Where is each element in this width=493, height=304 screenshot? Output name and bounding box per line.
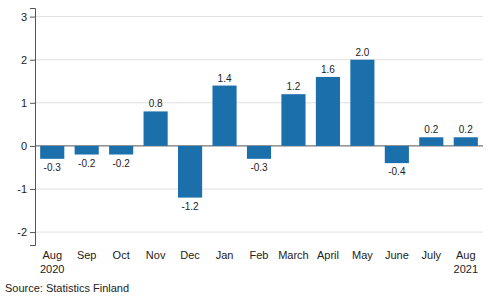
y-tick-label: 0 xyxy=(21,140,27,152)
grid xyxy=(35,17,483,232)
source: Source: Statistics Finland xyxy=(5,282,129,294)
y-tick: 0 xyxy=(21,140,35,152)
x-tick-label-line: Jan xyxy=(216,249,234,261)
data-label: 0.2 xyxy=(459,124,473,135)
x-tick-label-line: March xyxy=(278,249,309,261)
bar xyxy=(109,146,133,155)
bar xyxy=(144,111,168,145)
x-tick-label-line: Aug xyxy=(42,249,62,261)
x-tick: May xyxy=(352,249,373,261)
data-label: -0.3 xyxy=(250,162,268,173)
data-label: -0.3 xyxy=(44,162,62,173)
x-tick-label-line: June xyxy=(385,249,409,261)
x-tick-label-line: Oct xyxy=(113,249,130,261)
grid-line xyxy=(35,188,483,189)
x-tick-label-line: Aug xyxy=(456,249,476,261)
x-tick-label: April xyxy=(317,249,339,261)
data-label: 1.4 xyxy=(218,73,232,84)
y-tick-label: 2 xyxy=(21,54,27,66)
y-tick-mark xyxy=(30,146,35,147)
x-tick-label-line: July xyxy=(422,249,442,261)
bar xyxy=(281,94,305,146)
x-tick-label-line: April xyxy=(317,249,339,261)
x-tick: Dec xyxy=(180,249,200,261)
y-tick-mark xyxy=(30,17,35,18)
x-tick-label: Oct xyxy=(113,249,130,261)
bar xyxy=(178,146,202,198)
y-tick: 3 xyxy=(21,11,35,23)
y-tick-mark xyxy=(30,232,35,233)
x-tick-label-line: Feb xyxy=(250,249,269,261)
grid-line xyxy=(35,102,483,103)
x-axis: Aug 2020 Sep Oct Nov Dec Jan Feb March April May Ju… xyxy=(40,249,478,275)
bar xyxy=(454,137,478,146)
bar xyxy=(247,146,271,159)
x-tick-label-line: May xyxy=(352,249,373,261)
x-tick: Jan xyxy=(216,249,234,261)
x-tick-label: Aug 2020 xyxy=(40,249,64,275)
data-label: 0.8 xyxy=(149,98,163,109)
y-axis: -2 -1 0 1 2 3 xyxy=(17,9,35,246)
x-tick-label-line: Sep xyxy=(77,249,97,261)
bar xyxy=(385,146,409,163)
x-tick-label-line: Nov xyxy=(146,249,166,261)
x-tick-label: Jan xyxy=(216,249,234,261)
y-tick-label: 3 xyxy=(21,11,27,23)
x-tick: June xyxy=(385,249,409,261)
y-tick: -2 xyxy=(17,226,35,238)
x-tick-label-line: 2021 xyxy=(454,263,478,275)
x-tick-label: Aug 2021 xyxy=(454,249,478,275)
data-label: 1.2 xyxy=(287,81,301,92)
data-label: -0.2 xyxy=(113,158,131,169)
x-tick-label: Sep xyxy=(77,249,97,261)
grid-line xyxy=(35,59,483,60)
x-tick-label: June xyxy=(385,249,409,261)
x-tick-label-line: 2020 xyxy=(40,263,64,275)
bar xyxy=(316,77,340,146)
y-tick-label: -1 xyxy=(17,183,27,195)
x-tick-label: Nov xyxy=(146,249,166,261)
x-tick-label: Feb xyxy=(250,249,269,261)
y-tick: -1 xyxy=(17,183,35,195)
bar xyxy=(40,146,64,159)
x-tick: Aug 2020 xyxy=(40,249,64,275)
x-tick: Feb xyxy=(250,249,269,261)
x-tick: Nov xyxy=(146,249,166,261)
bar xyxy=(419,137,443,146)
x-tick: April xyxy=(317,249,339,261)
x-tick-label: March xyxy=(278,249,309,261)
data-label: 1.6 xyxy=(321,64,335,75)
data-label: -0.2 xyxy=(78,158,96,169)
y-tick-label: 1 xyxy=(21,97,27,109)
y-tick-mark xyxy=(30,189,35,190)
chart: -0.3 -0.2 -0.2 0.8 -1.2 1.4 -0.3 1.2 1.6 2.0 -0.4 0… xyxy=(0,0,493,304)
data-label: -1.2 xyxy=(181,201,199,212)
grid-line xyxy=(35,232,483,233)
x-tick: Oct xyxy=(113,249,130,261)
y-tick-label: -2 xyxy=(17,226,27,238)
x-tick-label: Dec xyxy=(180,249,200,261)
y-tick-mark xyxy=(30,103,35,104)
grid-line xyxy=(35,16,483,17)
data-label: -0.4 xyxy=(388,166,406,177)
bar xyxy=(212,86,236,146)
bars xyxy=(40,60,478,198)
x-tick-label: July xyxy=(422,249,442,261)
x-tick-label-line: Dec xyxy=(180,249,200,261)
x-tick-label: May xyxy=(352,249,373,261)
y-tick: 1 xyxy=(21,97,35,109)
y-tick-mark xyxy=(30,60,35,61)
bar xyxy=(75,146,99,155)
data-label: 0.2 xyxy=(424,124,438,135)
data-labels: -0.3 -0.2 -0.2 0.8 -1.2 1.4 -0.3 1.2 1.6 2.0 -0.4 0… xyxy=(44,47,474,212)
bar xyxy=(350,60,374,146)
x-tick: Aug 2021 xyxy=(454,249,478,275)
x-tick: July xyxy=(422,249,442,261)
x-tick: Sep xyxy=(77,249,97,261)
y-axis-line xyxy=(30,9,36,246)
x-tick: March xyxy=(278,249,309,261)
y-tick: 2 xyxy=(21,54,35,66)
data-label: 2.0 xyxy=(355,47,369,58)
